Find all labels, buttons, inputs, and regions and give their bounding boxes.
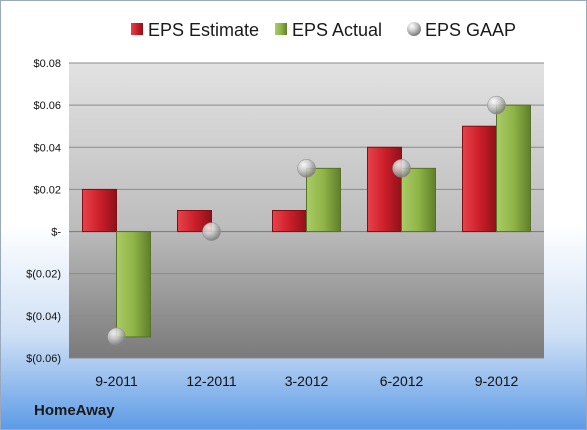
bar-eps-estimate [272, 210, 307, 233]
legend: EPS Estimate EPS Actual EPS GAAP [131, 20, 516, 40]
bar-eps-estimate [82, 188, 117, 233]
legend-swatch [407, 22, 421, 36]
x-tick-label: 3-2012 [285, 373, 329, 389]
y-tick-label: $0.06 [33, 100, 61, 112]
bar-eps-estimate [177, 210, 212, 233]
x-axis: 9-2011 12-2011 3-2012 6-2012 9-2012 [95, 373, 518, 389]
x-tick-label: 6-2012 [380, 373, 424, 389]
legend-label: EPS GAAP [425, 20, 516, 40]
y-tick-label: $(0.04) [26, 311, 61, 323]
y-axis: $0.08 $0.06 $0.04 $0.02 $- $(0.02) $(0.04) $(0.… [26, 58, 61, 365]
bar-eps-actual [116, 231, 151, 338]
bar-eps-actual [401, 167, 436, 233]
gaap-markers [107, 95, 506, 347]
bar-eps-estimate [462, 125, 497, 233]
marker-eps-gaap [487, 95, 506, 115]
marker-eps-gaap [392, 159, 411, 178]
marker-eps-gaap [107, 327, 126, 347]
y-tick-label: $- [51, 227, 61, 239]
company-name: HomeAway [34, 402, 115, 419]
y-tick-label: $(0.02) [26, 269, 61, 281]
bar-eps-actual [306, 167, 341, 233]
x-tick-label: 12-2011 [186, 373, 237, 389]
y-tick-label: $0.04 [33, 142, 61, 154]
y-tick-label: $(0.06) [26, 353, 61, 365]
y-tick-label: $0.08 [33, 58, 61, 70]
bar-eps-actual [496, 104, 531, 233]
legend-swatch [131, 23, 143, 35]
bars [82, 104, 531, 338]
legend-label: EPS Estimate [148, 20, 259, 40]
x-tick-label: 9-2011 [95, 373, 138, 389]
legend-swatch [275, 23, 287, 35]
x-tick-label: 9-2012 [475, 373, 519, 389]
legend-label: EPS Actual [292, 20, 382, 40]
bar-eps-estimate [367, 146, 402, 233]
marker-eps-gaap [297, 159, 316, 178]
y-tick-label: $0.02 [33, 184, 61, 196]
gridlines [69, 62, 544, 359]
marker-eps-gaap [202, 222, 221, 241]
